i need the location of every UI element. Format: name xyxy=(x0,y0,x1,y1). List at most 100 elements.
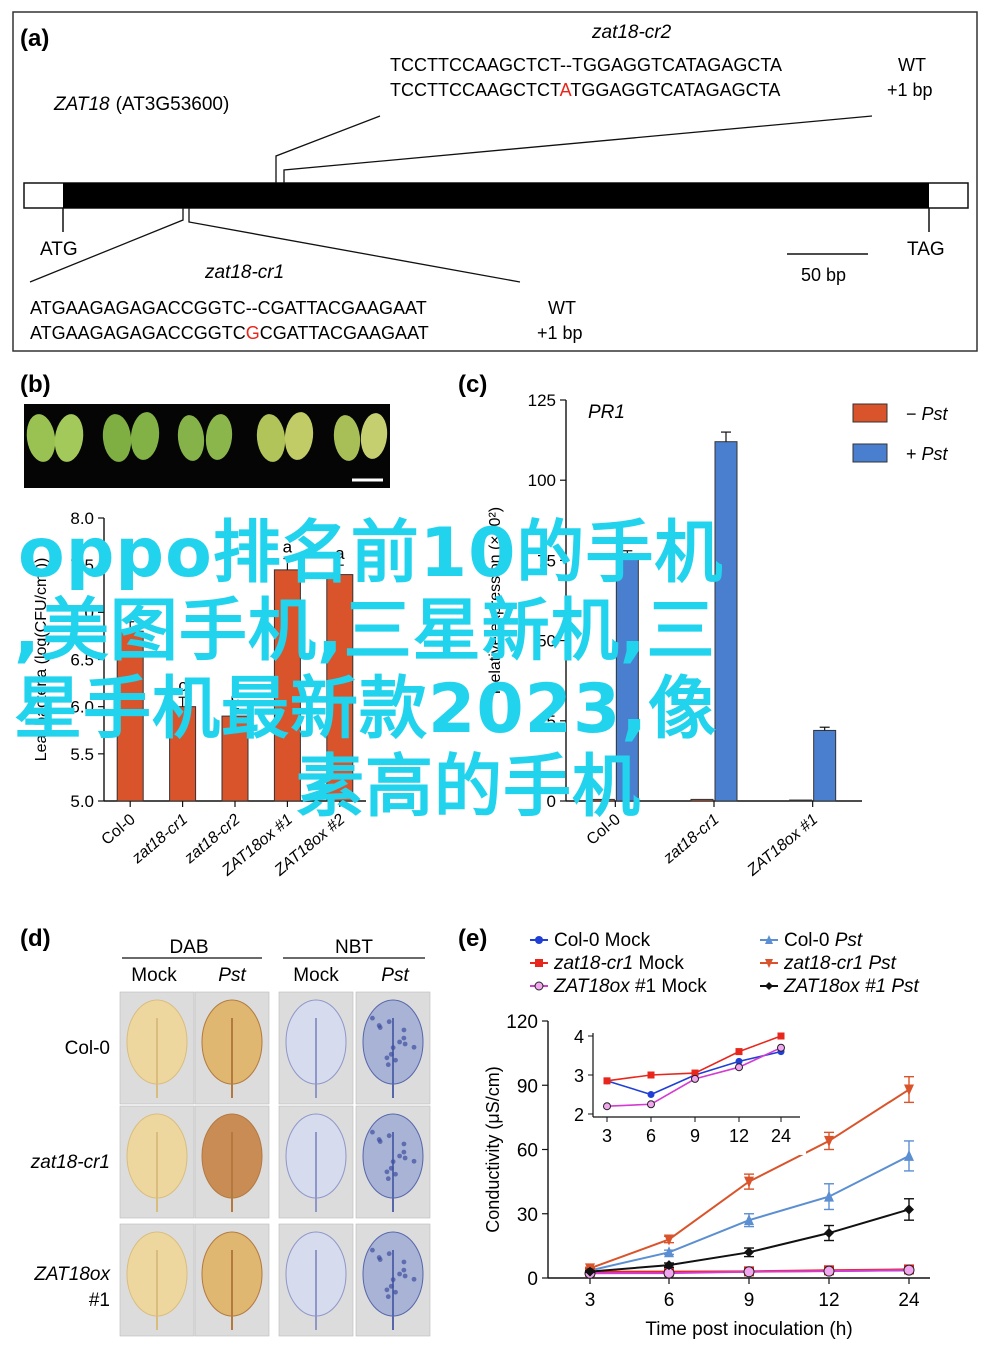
dab-pst-header: Pst xyxy=(218,965,246,986)
nbt-stain-spot xyxy=(390,1159,396,1165)
nbt-stain-spot xyxy=(397,1039,402,1045)
e-marker-open-circle xyxy=(743,1266,755,1278)
chart-b: 5.0 5.5 6.0 6.5 7.0 7.5 8.0 Leaf bacteria (log(… xyxy=(33,509,366,880)
e-marker-open-circle xyxy=(777,1043,785,1052)
c-chart-title: PR1 xyxy=(588,402,625,423)
nbt-stain-spot xyxy=(384,1169,390,1175)
e-marker-triangle-up xyxy=(664,1246,674,1258)
nbt-stain-spot xyxy=(385,1294,391,1300)
nbt-stain-spot xyxy=(386,1133,392,1139)
leaf-pair-ox2 xyxy=(333,413,388,461)
b-y-tick-label: 5.5 xyxy=(70,745,94,764)
gene-title: ZAT18 (AT3G53600) xyxy=(53,94,229,115)
e-marker-triangle-up xyxy=(765,935,773,944)
stain-photo-grid xyxy=(119,991,431,1337)
b-significance-letter: c xyxy=(178,676,187,695)
panel-a-label: (a) xyxy=(20,25,49,52)
e-legend-text-italic: zat18-cr1 xyxy=(553,953,633,974)
nbt-stain-spot xyxy=(370,1247,375,1253)
nbt-stain-spot xyxy=(411,1158,417,1164)
e-legend-label: ZAT18ox #1 Mock xyxy=(553,976,707,997)
e-y-tick-label: 0 xyxy=(527,1269,538,1290)
panel-e-label: (e) xyxy=(458,925,487,952)
e-x-axis-title: Time post inoculation (h) xyxy=(645,1319,852,1340)
e-marker-square xyxy=(735,1048,743,1056)
c-legend-swatch xyxy=(852,403,888,423)
nbt-stain-spot xyxy=(401,1035,407,1041)
b-y-tick-label: 6.0 xyxy=(70,698,94,717)
e-marker-open-circle xyxy=(823,1265,835,1277)
cr1-mut-seq: ATGAAGAGAGACCGGTCGCGATTACGAAGAAT xyxy=(30,323,429,343)
cr2-mut-seq: TCCTTCCAAGCTCTATGGAGGTCATAGAGCTA xyxy=(390,80,780,100)
nbt-stain-spot xyxy=(385,1062,391,1068)
c-bar xyxy=(813,729,837,802)
cr1-mut-suffix: CGATTACGAAGAAT xyxy=(260,323,429,343)
e-inset-x-tick-label: 3 xyxy=(602,1126,612,1146)
e-legend-label: Col-0 Pst xyxy=(784,930,863,951)
e-x-tick-label: 6 xyxy=(664,1290,675,1311)
e-x-tick-label: 9 xyxy=(744,1290,755,1311)
c-bar xyxy=(714,441,738,802)
nbt-stain-spot xyxy=(411,1044,417,1050)
nbt-stain-spot xyxy=(386,1019,392,1025)
panel-d-label: (d) xyxy=(20,925,51,952)
e-inset-y-tick-label: 2 xyxy=(574,1105,584,1125)
scale-label: 50 bp xyxy=(801,265,846,285)
tag-label: TAG xyxy=(907,239,945,260)
b-x-tick-label: zat18-cr1 xyxy=(128,811,191,868)
b-y-tick-label: 5.0 xyxy=(70,792,94,811)
c-legend-pathogen: Pst xyxy=(922,404,949,424)
e-inset-y-tick-label: 4 xyxy=(574,1027,584,1047)
panel-a-frame xyxy=(12,11,978,352)
e-marker-triangle-up xyxy=(824,1190,834,1202)
c-y-axis-title: Relative expression (×10²) xyxy=(487,507,504,694)
e-marker-triangle-up xyxy=(904,1149,914,1161)
e-marker-open-circle xyxy=(603,1102,611,1111)
e-legend-label: zat18-cr1 Mock xyxy=(553,953,684,974)
row-label-ox-number: #1 xyxy=(89,1290,110,1311)
e-x-tick-label: 24 xyxy=(898,1290,920,1311)
e-marker-circle xyxy=(647,1091,655,1098)
e-marker-square xyxy=(777,1032,785,1040)
row-label-col0: Col-0 xyxy=(65,1038,110,1059)
e-legend-text: Mock xyxy=(633,953,684,974)
cr2-wt-tag: WT xyxy=(898,55,926,75)
cr1-mut-tag: +1 bp xyxy=(537,323,583,343)
e-inset-y-tick-label: 3 xyxy=(574,1066,584,1086)
e-y-tick-label: 120 xyxy=(506,1012,538,1033)
e-marker-diamond xyxy=(765,982,773,990)
e-legend-text: Col-0 xyxy=(784,930,835,951)
c-bar xyxy=(615,556,639,802)
nbt-pst-header: Pst xyxy=(381,965,409,986)
panel-c-label: (c) xyxy=(458,371,487,398)
gene-cds xyxy=(63,183,929,208)
nbt-stain-spot xyxy=(401,1027,407,1033)
leaf-photo xyxy=(24,404,390,488)
cr1-zoom-left xyxy=(29,208,184,283)
cr2-mut-prefix: TCCTTCCAAGCTCT xyxy=(390,80,561,100)
nbt-stain-spot xyxy=(388,1051,394,1057)
e-marker-diamond xyxy=(585,1266,595,1277)
cr1-mut-prefix: ATGAAGAGAGACCGGTC xyxy=(30,323,246,343)
nbt-stain-spot xyxy=(370,1015,375,1021)
c-y-tick-label: 75 xyxy=(537,551,556,570)
nbt-stain-spot xyxy=(401,1267,407,1273)
nbt-stain-spot xyxy=(370,1129,375,1135)
e-legend-label: zat18-cr1 Pst xyxy=(783,953,897,974)
e-legend-text-italic: ZAT18ox xyxy=(553,976,631,997)
leaf-pair-ox1 xyxy=(256,412,314,462)
e-legend-label: Col-0 Mock xyxy=(554,930,651,951)
e-marker-triangle-down xyxy=(824,1135,834,1147)
nbt-mock-header: Mock xyxy=(293,965,339,986)
c-x-tick-label: ZAT18ox #1 xyxy=(744,811,822,880)
cr2-wt-seq: TCCTTCCAAGCTCT--TGGAGGTCATAGAGCTA xyxy=(390,55,782,75)
nbt-stain-spot xyxy=(401,1141,407,1147)
c-x-tick-label: Col-0 xyxy=(584,811,624,849)
e-inset-x-tick-label: 12 xyxy=(729,1126,749,1146)
nbt-stain-spot xyxy=(401,1259,407,1265)
nbt-stain-spot xyxy=(388,1283,394,1289)
nbt-stain-spot xyxy=(376,1023,382,1028)
c-legend-label: − Pst xyxy=(906,404,949,424)
e-marker-diamond xyxy=(904,1204,914,1215)
